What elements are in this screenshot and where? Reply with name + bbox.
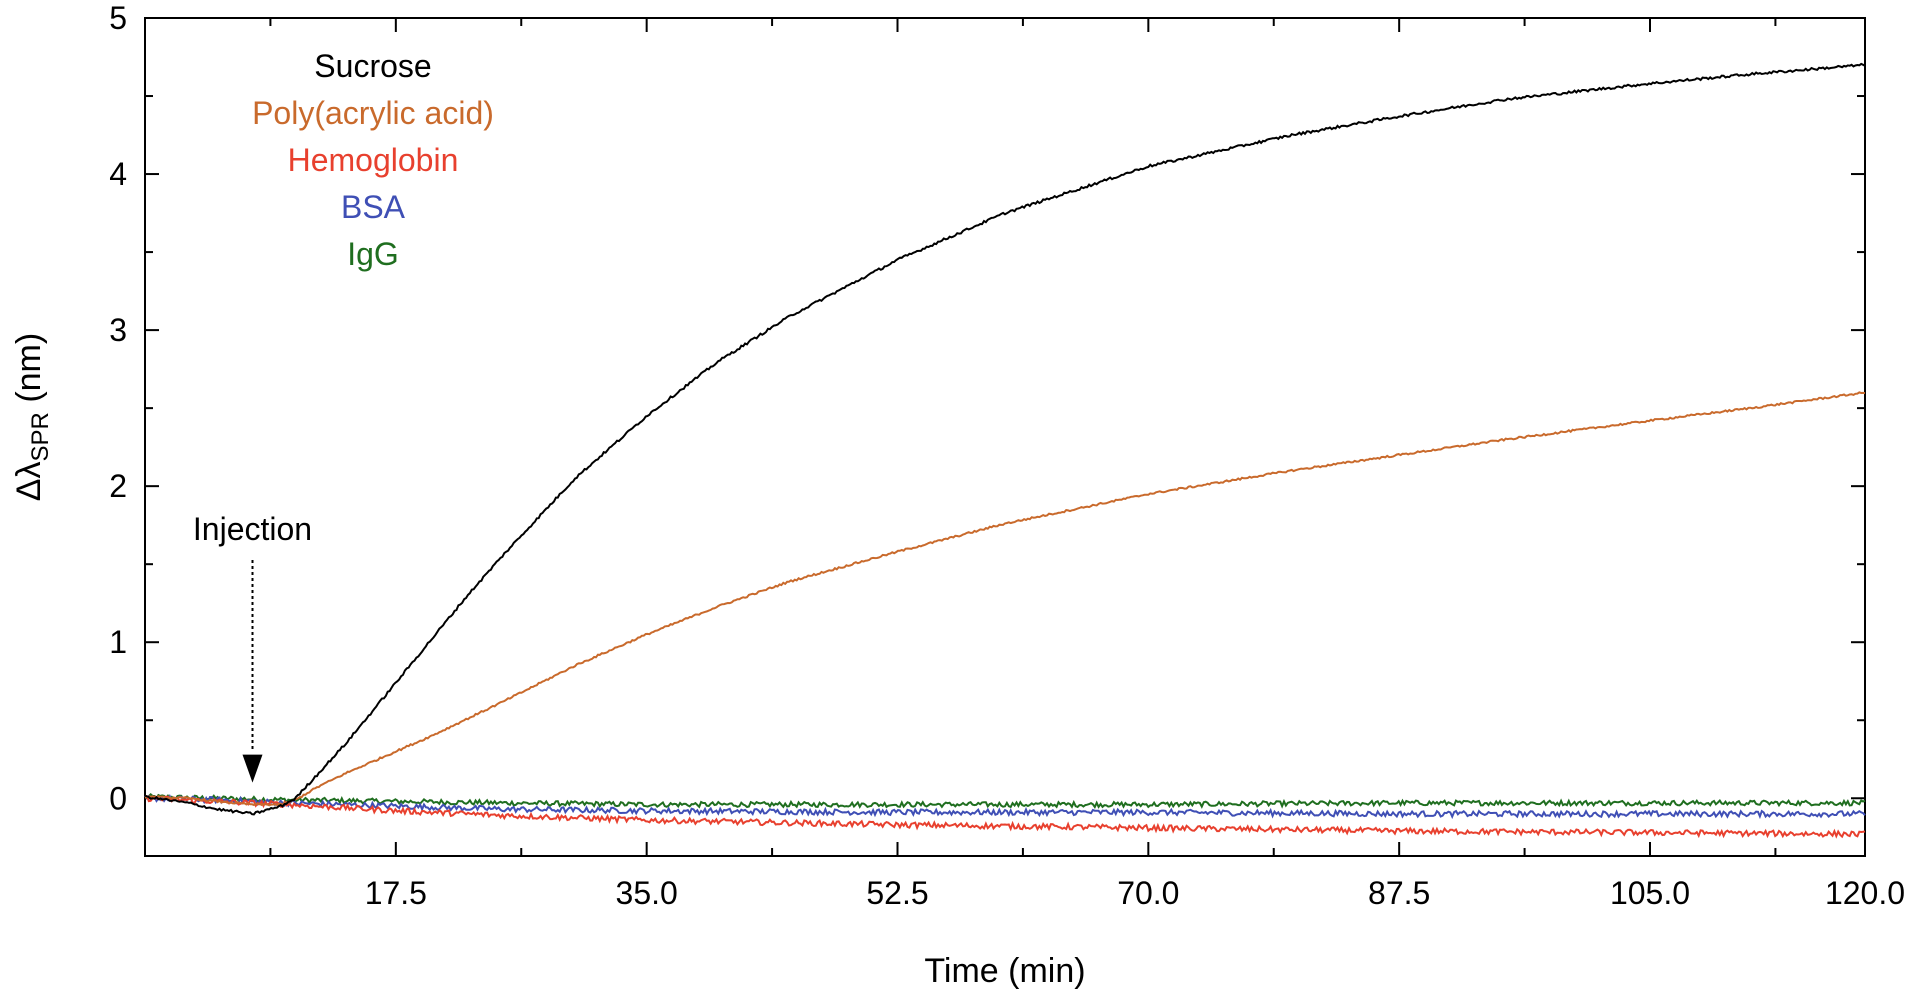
x-tick-label: 52.5 bbox=[866, 875, 928, 911]
legend: Sucrose Poly(acrylic acid) Hemoglobin BS… bbox=[252, 48, 494, 272]
y-tick-label: 2 bbox=[109, 468, 127, 504]
injection-arrow-head bbox=[242, 754, 263, 783]
x-tick-label: 120.0 bbox=[1825, 875, 1905, 911]
plot-frame bbox=[144, 17, 1866, 857]
y-axis-title-main: Δλ bbox=[10, 461, 48, 501]
x-tick-label: 35.0 bbox=[616, 875, 678, 911]
injection-label: Injection bbox=[193, 511, 312, 547]
series-line-sucrose bbox=[144, 62, 1866, 816]
legend-item-sucrose: Sucrose bbox=[314, 48, 431, 84]
series-line-poly-acrylic-acid bbox=[144, 391, 1866, 807]
y-axis-title-unit: (nm) bbox=[10, 333, 48, 412]
x-tick-label: 17.5 bbox=[365, 875, 427, 911]
y-tick-label: 5 bbox=[109, 0, 127, 36]
legend-item-igg: IgG bbox=[347, 236, 399, 272]
x-tick-label: 70.0 bbox=[1117, 875, 1179, 911]
y-tick-label: 4 bbox=[109, 156, 127, 192]
y-axis-title: ΔλSPR (nm) bbox=[10, 333, 54, 501]
x-tick-label: 87.5 bbox=[1368, 875, 1430, 911]
series-line-hemoglobin bbox=[144, 794, 1866, 839]
y-tick-label: 1 bbox=[109, 624, 127, 660]
axis-ticks bbox=[145, 17, 1865, 856]
y-axis-title-sub: SPR bbox=[27, 412, 54, 461]
tick-labels: 17.5 35.0 52.5 70.0 87.5 105.0 120.0 0 1 2 3 4 5 bbox=[109, 0, 1905, 911]
legend-item-bsa: BSA bbox=[341, 189, 406, 225]
x-tick-label: 105.0 bbox=[1610, 875, 1690, 911]
injection-annotation: Injection bbox=[193, 511, 312, 783]
series-line-bsa bbox=[144, 793, 1866, 820]
y-tick-label: 3 bbox=[109, 312, 127, 348]
x-axis-title: Time (min) bbox=[924, 952, 1085, 990]
legend-item-poly-acrylic-acid: Poly(acrylic acid) bbox=[252, 95, 494, 131]
y-tick-label: 0 bbox=[109, 780, 127, 816]
series-line-igg bbox=[144, 792, 1866, 810]
series-layer bbox=[144, 62, 1866, 839]
legend-item-hemoglobin: Hemoglobin bbox=[288, 142, 459, 178]
